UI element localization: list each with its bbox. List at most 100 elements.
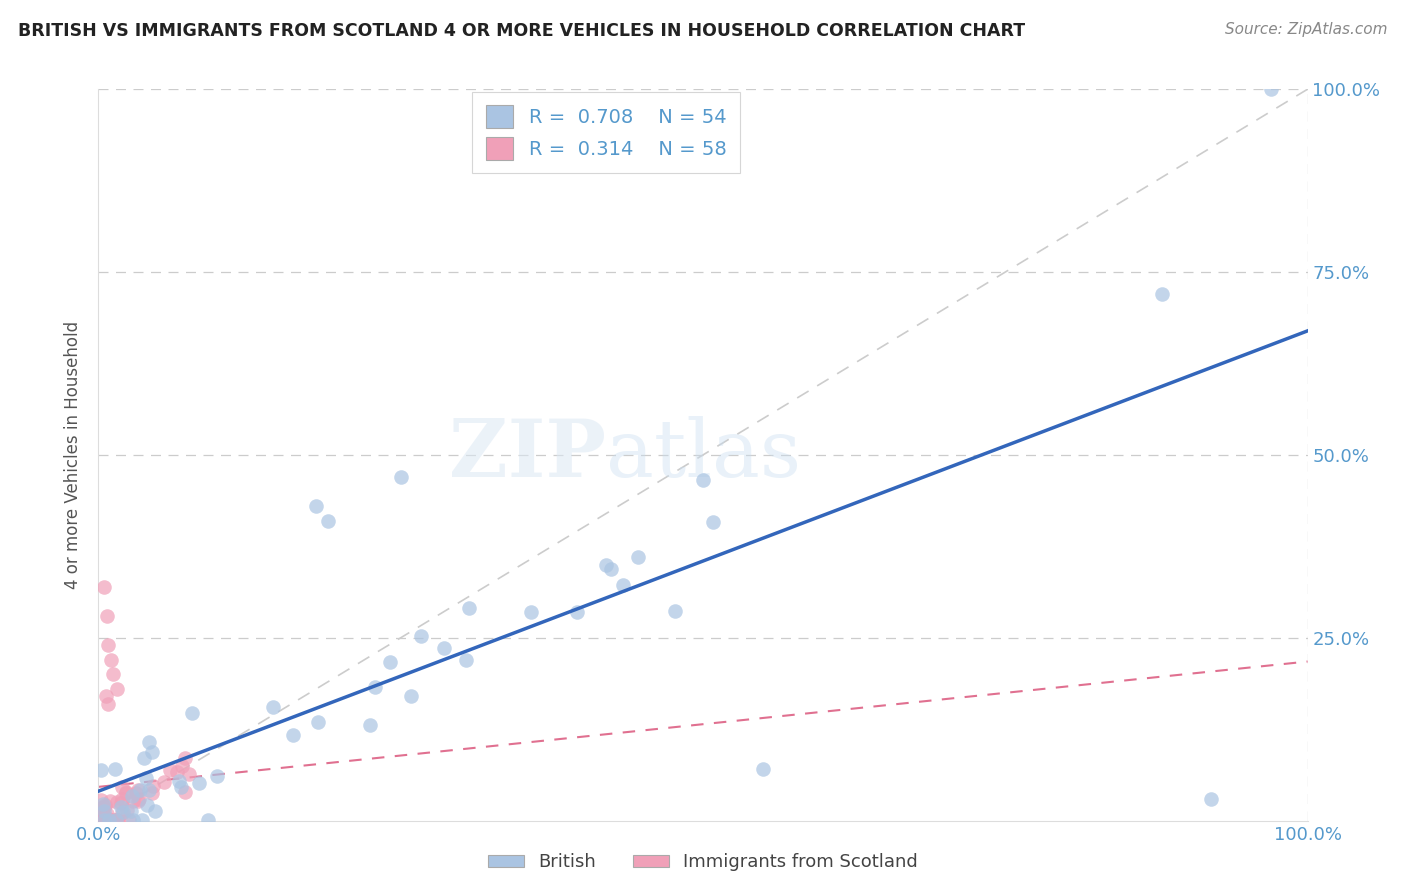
Point — [1152, 287, 1174, 301]
Point — [104, 813, 127, 827]
Point — [89, 813, 111, 827]
Text: ZIP: ZIP — [450, 416, 606, 494]
Point — [159, 763, 181, 777]
Point — [433, 640, 456, 655]
Point — [401, 689, 423, 703]
Point — [97, 697, 120, 711]
Point — [129, 783, 152, 797]
Point — [110, 806, 132, 821]
Point — [565, 605, 588, 619]
Point — [131, 813, 153, 827]
Point — [138, 735, 160, 749]
Point — [115, 785, 138, 799]
Point — [91, 806, 114, 821]
Point — [118, 813, 141, 827]
Point — [262, 699, 284, 714]
Point — [115, 804, 138, 818]
Point — [90, 813, 112, 827]
Point — [96, 806, 118, 821]
Point — [98, 813, 121, 827]
Point — [136, 797, 159, 812]
Point — [89, 813, 111, 827]
Point — [96, 608, 118, 623]
Y-axis label: 4 or more Vehicles in Household: 4 or more Vehicles in Household — [65, 321, 83, 589]
Point — [122, 813, 145, 827]
Point — [179, 767, 201, 781]
Point — [98, 813, 121, 827]
Point — [105, 681, 128, 696]
Point — [409, 629, 432, 643]
Point — [138, 783, 160, 797]
Point — [90, 813, 112, 827]
Point — [143, 804, 166, 818]
Point — [128, 791, 150, 805]
Point — [664, 604, 686, 618]
Point — [599, 561, 621, 575]
Point — [90, 813, 112, 827]
Point — [94, 690, 117, 704]
Point — [110, 796, 132, 810]
Point — [89, 807, 111, 822]
Point — [389, 470, 412, 484]
Point — [101, 667, 124, 681]
Text: BRITISH VS IMMIGRANTS FROM SCOTLAND 4 OR MORE VEHICLES IN HOUSEHOLD CORRELATION : BRITISH VS IMMIGRANTS FROM SCOTLAND 4 OR… — [18, 22, 1025, 40]
Point — [98, 794, 121, 808]
Point — [90, 763, 112, 777]
Legend: British, Immigrants from Scotland: British, Immigrants from Scotland — [481, 847, 925, 879]
Point — [103, 813, 125, 827]
Point — [1199, 791, 1222, 805]
Point — [180, 706, 202, 720]
Point — [1260, 82, 1282, 96]
Point — [97, 638, 120, 652]
Point — [752, 763, 775, 777]
Point — [93, 800, 115, 814]
Point — [93, 580, 115, 594]
Point — [100, 653, 122, 667]
Point — [121, 805, 143, 819]
Point — [281, 728, 304, 742]
Point — [112, 805, 135, 820]
Point — [89, 813, 111, 827]
Point — [90, 801, 112, 815]
Point — [167, 774, 190, 789]
Point — [93, 804, 115, 818]
Point — [90, 805, 112, 820]
Point — [595, 558, 617, 572]
Point — [94, 797, 117, 812]
Point — [134, 771, 156, 785]
Point — [105, 813, 128, 827]
Point — [197, 813, 219, 827]
Point — [111, 780, 134, 794]
Point — [89, 813, 111, 827]
Point — [107, 813, 129, 827]
Point — [141, 786, 163, 800]
Point — [316, 514, 339, 528]
Point — [93, 797, 115, 811]
Point — [702, 515, 724, 529]
Point — [141, 746, 163, 760]
Point — [104, 762, 127, 776]
Point — [110, 800, 132, 814]
Point — [127, 794, 149, 808]
Point — [90, 793, 112, 807]
Point — [359, 717, 381, 731]
Text: atlas: atlas — [606, 416, 801, 494]
Point — [174, 784, 197, 798]
Point — [626, 549, 648, 564]
Point — [380, 655, 402, 669]
Point — [114, 786, 136, 800]
Point — [91, 813, 114, 827]
Point — [173, 751, 195, 765]
Point — [96, 811, 118, 825]
Point — [170, 780, 193, 794]
Point — [520, 605, 543, 619]
Point — [104, 813, 127, 827]
Point — [170, 759, 193, 773]
Point — [454, 653, 477, 667]
Point — [166, 765, 188, 780]
Point — [612, 578, 634, 592]
Point — [142, 779, 165, 793]
Point — [122, 794, 145, 808]
Point — [458, 600, 481, 615]
Point — [692, 473, 714, 487]
